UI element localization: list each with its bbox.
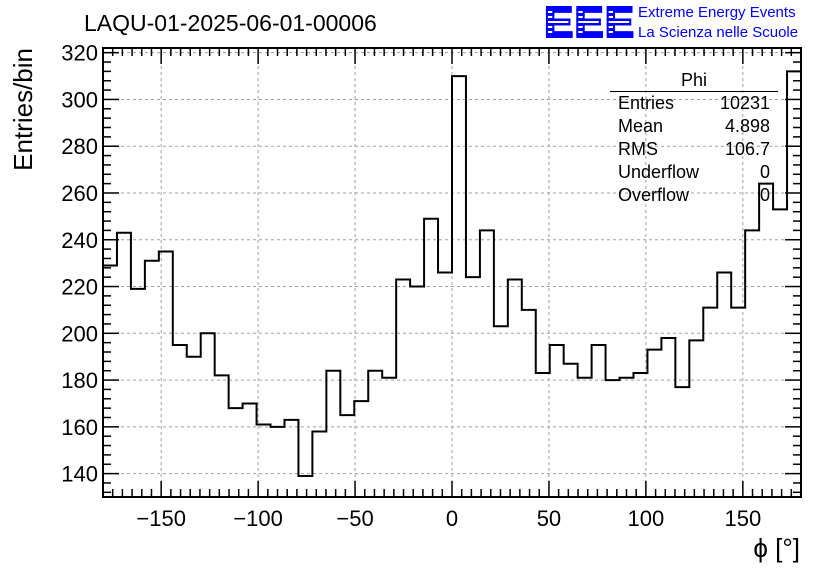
histogram-bin — [633, 373, 647, 497]
histogram-bin — [159, 251, 173, 497]
stats-value: 0 — [759, 185, 770, 205]
x-tick-label: 0 — [446, 506, 458, 531]
histogram-bin — [703, 308, 717, 497]
stats-row-underflow: Underflow 0 — [610, 161, 778, 184]
stats-value: 4.898 — [724, 116, 770, 136]
histogram-bin — [103, 265, 117, 497]
y-tick-label: 240 — [61, 228, 98, 253]
histogram-bin — [675, 387, 689, 497]
stats-value: 0 — [759, 162, 770, 182]
y-tick-label: 140 — [61, 462, 98, 487]
y-tick-label: 160 — [61, 415, 98, 440]
x-axis-label: ϕ [°] — [753, 533, 800, 563]
eee-logo-text: EEE — [543, 0, 636, 48]
histogram-bin — [187, 357, 201, 497]
histogram-bin — [787, 71, 801, 497]
histogram-bin — [354, 401, 368, 497]
y-axis-label: Entries/bin — [8, 48, 38, 171]
stats-row-entries: Entries 10231 — [610, 92, 778, 115]
stats-key: Underflow — [618, 162, 700, 182]
logo-line-1: Extreme Energy Events — [638, 4, 796, 21]
stats-row-mean: Mean 4.898 — [610, 115, 778, 138]
histogram-bin — [578, 378, 592, 497]
histogram-bin — [131, 289, 145, 497]
histogram-bin — [298, 476, 312, 497]
histogram-bin — [326, 371, 340, 497]
histogram-bin — [606, 380, 620, 497]
histogram-bin — [494, 326, 508, 497]
histogram-bin — [592, 345, 606, 497]
x-tick-label: 150 — [724, 506, 761, 531]
histogram-bin — [368, 371, 382, 497]
y-tick-label: 220 — [61, 275, 98, 300]
stats-value: 106.7 — [724, 139, 770, 159]
x-tick-label: −50 — [336, 506, 373, 531]
stats-row-rms: RMS 106.7 — [610, 138, 778, 161]
histogram-bin — [271, 427, 285, 497]
histogram-bin — [410, 287, 424, 497]
run-title: LAQU-01-2025-06-01-00006 — [84, 10, 377, 36]
y-tick-labels: 140 160 180 200 220 240 260 280 300 320 — [61, 41, 98, 487]
histogram-bin — [564, 364, 578, 497]
histogram-bin — [173, 345, 187, 497]
histogram-bin — [745, 230, 759, 497]
stats-row-overflow: Overflow 0 — [610, 184, 778, 207]
histogram-bin — [312, 432, 326, 497]
stats-key: Overflow — [618, 185, 690, 205]
stats-title: Phi — [610, 70, 778, 92]
histogram-bin — [661, 338, 675, 497]
histogram-bin — [229, 408, 243, 497]
x-tick-label: 50 — [537, 506, 561, 531]
histogram-bin — [284, 420, 298, 497]
x-tick-label: −100 — [233, 506, 283, 531]
histogram-bin — [480, 230, 494, 497]
histogram-bin — [145, 261, 159, 497]
histogram-bin — [117, 233, 131, 497]
logo-line-2: La Scienza nelle Scuole — [638, 24, 799, 41]
histogram-bin — [773, 209, 787, 497]
y-tick-label: 300 — [61, 87, 98, 112]
histogram-bin — [201, 333, 215, 497]
histogram-bin — [731, 308, 745, 497]
histogram-series — [103, 70, 801, 498]
histogram-bin — [508, 280, 522, 497]
stats-value: 10231 — [719, 93, 770, 113]
eee-logo: EEE — [543, 0, 636, 48]
histogram-bin — [522, 310, 536, 497]
histogram-bin — [550, 345, 564, 497]
x-tick-label: −150 — [136, 506, 186, 531]
y-tick-label: 280 — [61, 134, 98, 159]
histogram-bin — [759, 184, 773, 497]
histogram-bin — [438, 273, 452, 498]
y-tick-label: 180 — [61, 368, 98, 393]
histogram-bin — [396, 280, 410, 497]
histogram-bin — [536, 373, 550, 497]
stats-key: RMS — [618, 139, 658, 159]
stats-box: Phi Entries 10231 Mean 4.898 RMS 106.7 U… — [610, 70, 778, 207]
histogram-bin — [215, 375, 229, 497]
histogram-bin — [382, 378, 396, 497]
histogram-bin — [340, 415, 354, 497]
histogram-bin — [717, 273, 731, 498]
x-tick-label: 100 — [628, 506, 665, 531]
stats-key: Mean — [618, 116, 664, 136]
histogram-bin — [466, 277, 480, 497]
axis-ticks — [103, 48, 801, 497]
histogram-bin — [243, 403, 257, 497]
histogram-bin — [647, 350, 661, 497]
y-tick-label: 200 — [61, 321, 98, 346]
y-tick-label: 320 — [61, 41, 98, 66]
histogram-outline — [103, 70, 801, 477]
histogram-bin — [689, 340, 703, 497]
stats-key: Entries — [618, 93, 675, 113]
x-tick-labels: −150 −100 −50 0 50 100 150 — [136, 506, 761, 531]
histogram-bin — [620, 378, 634, 497]
y-tick-label: 260 — [61, 181, 98, 206]
histogram-bin — [424, 219, 438, 497]
histogram-bin — [452, 76, 466, 497]
